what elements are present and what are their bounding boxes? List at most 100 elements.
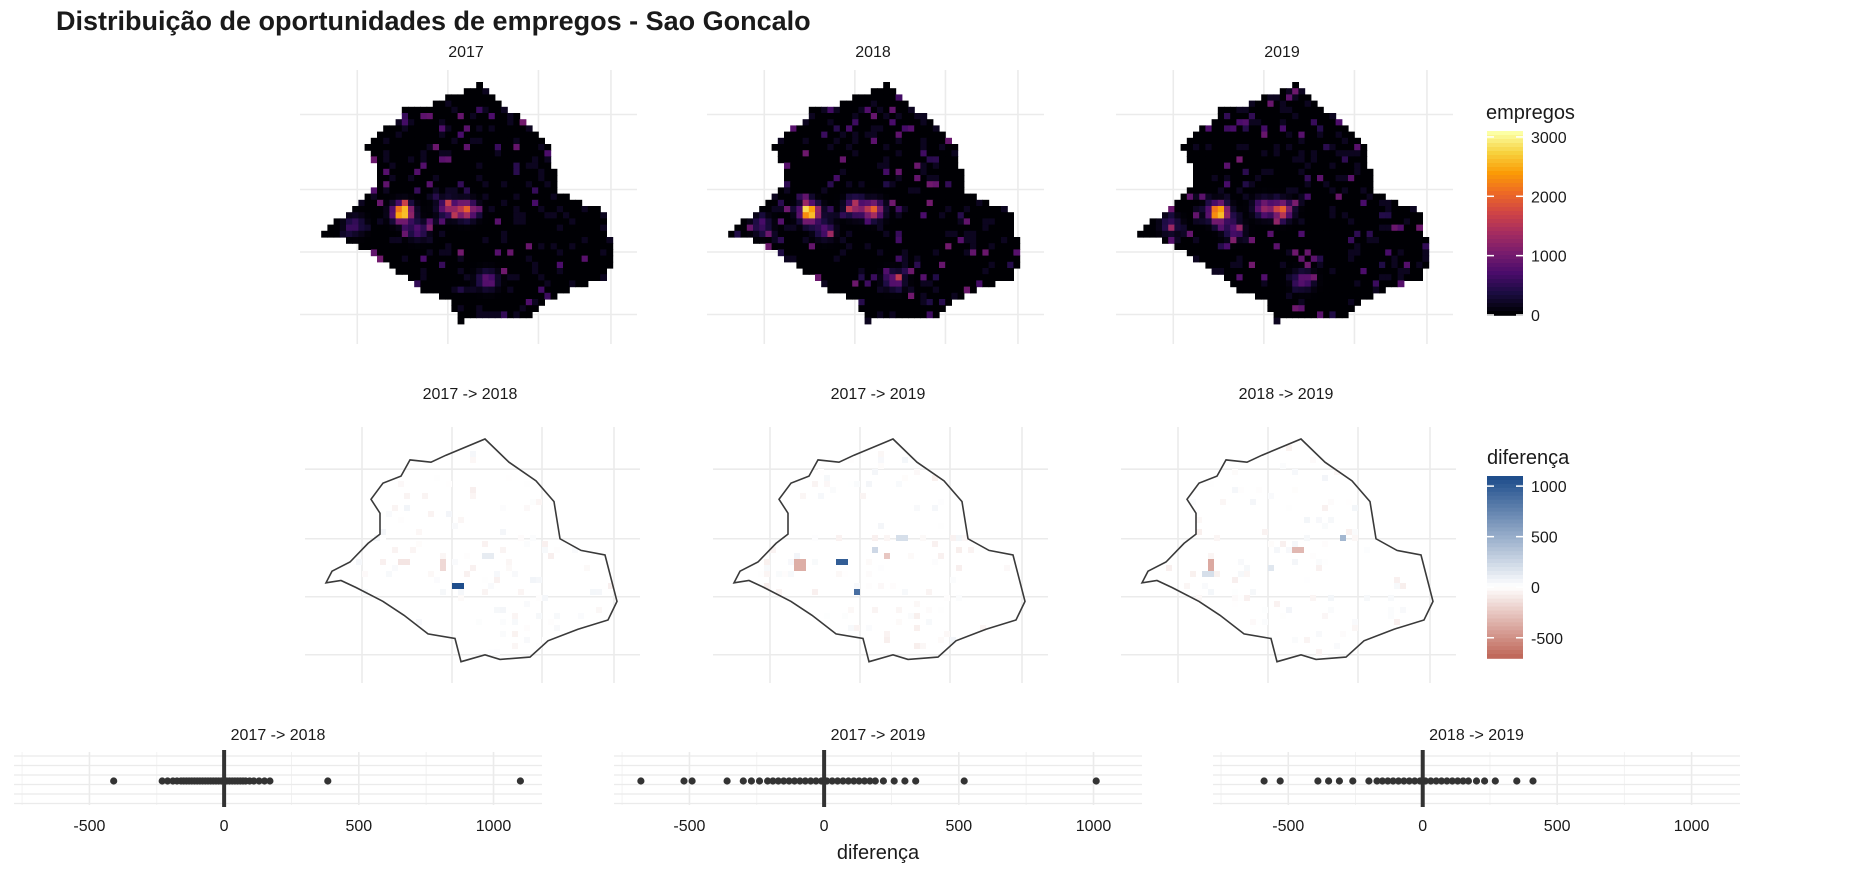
map-cell: [439, 206, 446, 213]
map-cell: [920, 305, 928, 312]
strip-point: [960, 777, 968, 785]
map-cell: [963, 286, 971, 294]
strip-point: [866, 777, 874, 785]
map-cell: [883, 305, 890, 312]
map-cell: [445, 119, 452, 126]
map-cell: [1372, 237, 1380, 244]
map-cell: [457, 181, 465, 188]
map-cell: [963, 193, 971, 201]
map-cell: [765, 237, 773, 244]
map-cell: [1224, 106, 1231, 114]
map-cell: [1335, 305, 1343, 312]
map-cell: [439, 106, 446, 114]
map-cell: [525, 193, 533, 201]
map-cell: [377, 181, 384, 188]
map-cell: [790, 237, 797, 244]
map-cell: [563, 243, 570, 250]
map-cell: [563, 237, 570, 244]
map-cell: [457, 156, 465, 164]
map-cell: [1273, 299, 1281, 306]
diff-panel-2: 2017 -> 2019: [713, 386, 1048, 683]
diff-cell: [458, 595, 464, 601]
map-cell: [976, 261, 983, 269]
map-cell: [532, 168, 539, 176]
map-cell: [1298, 237, 1306, 244]
map-cell: [1341, 144, 1349, 151]
map-cell: [870, 286, 878, 294]
map-cell: [507, 144, 514, 151]
map-cell: [1193, 144, 1200, 151]
map-cell: [457, 243, 465, 250]
map-cell: [470, 206, 477, 213]
map-cell: [1001, 274, 1008, 281]
map-cell: [920, 168, 928, 176]
map-cell: [951, 224, 959, 232]
map-cell: [1255, 113, 1262, 120]
map-cell: [408, 150, 415, 157]
map-cell: [476, 212, 483, 219]
diff-cell: [1214, 535, 1220, 541]
diff-cell: [440, 559, 446, 565]
map-cell: [1186, 137, 1194, 145]
map-cell: [908, 286, 915, 294]
map-cell: [908, 292, 915, 300]
map-cell: [914, 261, 921, 269]
map-cell: [827, 261, 835, 269]
map-cell: [1193, 168, 1200, 176]
map-cell: [1304, 168, 1312, 176]
map-cell: [846, 187, 853, 195]
map-cell: [451, 162, 459, 170]
map-cell: [839, 181, 847, 188]
map-cell: [945, 299, 952, 306]
map-cell: [1236, 131, 1244, 139]
map-cell: [1261, 292, 1268, 300]
map-cell: [544, 175, 552, 182]
map-cell: [883, 100, 890, 108]
map-cell: [364, 230, 372, 238]
diff-cell: [1244, 571, 1250, 577]
map-cell: [883, 261, 890, 269]
diff-cell: [878, 457, 884, 463]
map-cell: [525, 137, 533, 145]
map-cell: [945, 156, 952, 164]
map-cell: [550, 206, 558, 213]
map-cell: [864, 144, 872, 151]
map-cell: [1329, 268, 1337, 275]
map-cell: [883, 274, 890, 281]
map-cell: [821, 175, 828, 182]
map-cell: [1279, 249, 1287, 257]
map-cell: [914, 311, 921, 319]
map-cell: [908, 305, 915, 312]
map-cell: [550, 224, 558, 232]
map-cell: [852, 187, 859, 195]
map-cell: [1236, 162, 1244, 170]
map-cell: [932, 311, 940, 319]
map-cell: [395, 156, 403, 164]
map-cell: [501, 261, 508, 269]
map-cell: [970, 249, 977, 257]
map-cell: [939, 168, 946, 176]
map-cell: [827, 125, 835, 133]
map-cell: [538, 280, 545, 288]
map-cell: [507, 255, 514, 263]
map-cell: [926, 162, 934, 170]
map-cell: [594, 237, 601, 244]
map-cell: [463, 168, 471, 176]
map-cell: [488, 305, 496, 312]
map-cell: [988, 224, 996, 232]
map-cell: [1379, 230, 1386, 238]
diff-cell: [956, 565, 962, 571]
map-cell: [519, 187, 527, 195]
map-cell: [1267, 299, 1275, 306]
diff-cell: [464, 571, 470, 577]
diff-cell: [446, 481, 452, 487]
map-cell: [377, 230, 384, 238]
map-cell: [538, 187, 545, 195]
map-cell: [920, 193, 928, 201]
map-cell: [877, 175, 884, 182]
map-cell: [802, 175, 810, 182]
diff-cell: [878, 565, 884, 571]
map-cell: [1007, 255, 1014, 263]
map-cell: [426, 162, 434, 170]
map-cell: [784, 144, 791, 151]
